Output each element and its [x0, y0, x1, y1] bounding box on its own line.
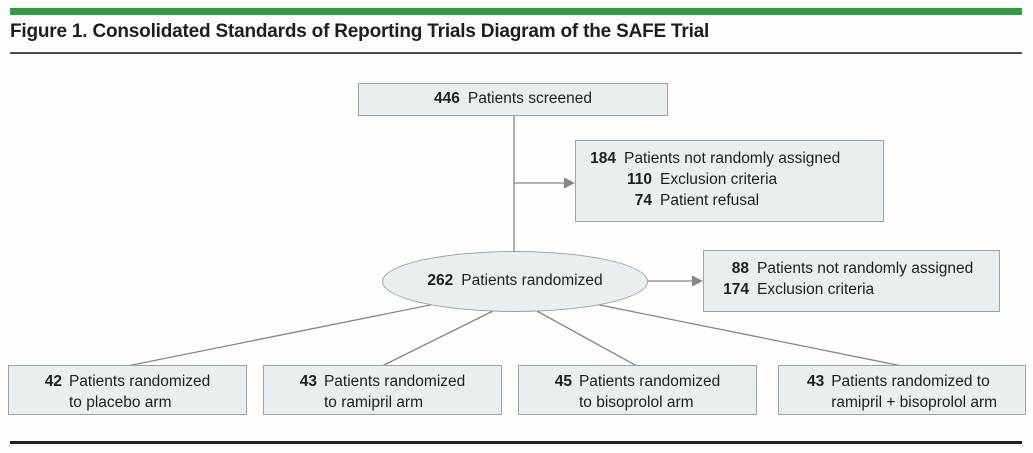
- arrowhead-exclusions-1-icon: [564, 177, 575, 189]
- exclusion-label: Exclusion criteria: [660, 170, 778, 188]
- exclusion-row: 74 Patient refusal: [576, 191, 883, 212]
- exclusion-count: 88: [731, 260, 749, 277]
- node-not-randomized-1: 184 Patients not randomly assigned 110 E…: [575, 140, 884, 222]
- exclusion-row: 174 Exclusion criteria: [704, 280, 999, 301]
- exclusion-count: 74: [634, 191, 652, 209]
- node-not-randomized-2: 88 Patients not randomly assigned 174 Ex…: [703, 250, 1000, 312]
- exclusion-label: Exclusion criteria: [757, 280, 875, 298]
- exclusion-label: Patient refusal: [660, 191, 760, 209]
- randomized-count: 262: [427, 272, 454, 290]
- exclusion-count: 184: [590, 150, 616, 167]
- randomized-label: Patients randomized: [461, 272, 603, 290]
- screened-label: Patients screened: [467, 90, 592, 108]
- line-randomized-to-combo: [574, 299, 903, 367]
- arm-label: Patients randomized to ramipril arm: [323, 373, 466, 411]
- exclusion-label: Patients not randomly assigned: [624, 150, 841, 167]
- arm-label: Patients randomized to placebo arm: [68, 373, 211, 411]
- screened-count: 446: [434, 90, 460, 108]
- arm-count: 43: [299, 373, 317, 390]
- node-arm-placebo: 42 Patients randomized to placebo arm: [8, 365, 247, 415]
- arrowhead-exclusions-2-icon: [692, 275, 703, 287]
- figure-accent-bar: [10, 8, 1022, 15]
- node-arm-ramipril: 43 Patients randomized to ramipril arm: [263, 365, 502, 415]
- line-randomized-to-placebo: [126, 299, 456, 367]
- exclusion-count: 110: [626, 170, 652, 188]
- arm-label: Patients randomized to ramipril + bisopr…: [831, 373, 998, 411]
- bottom-rule: [10, 441, 1022, 444]
- node-patients-screened: 446 Patients screened: [358, 83, 668, 116]
- node-arm-ramipril-bisoprolol: 43 Patients randomized to ramipril + bis…: [778, 365, 1026, 415]
- arm-count: 42: [44, 373, 62, 390]
- arm-label: Patients randomized to bisoprolol arm: [578, 373, 721, 411]
- exclusion-row: 184 Patients not randomly assigned: [576, 149, 883, 170]
- exclusion-row: 88 Patients not randomly assigned: [704, 259, 999, 280]
- title-rule: [10, 52, 1022, 54]
- arm-count: 43: [806, 373, 825, 390]
- node-patients-randomized: 262 Patients randomized: [382, 251, 648, 312]
- figure-title: Figure 1. Consolidated Standards of Repo…: [10, 21, 710, 42]
- exclusion-row: 110 Exclusion criteria: [576, 170, 883, 191]
- exclusion-label: Patients not randomly assigned: [757, 260, 974, 277]
- line-randomized-to-bisoprolol: [534, 309, 638, 367]
- node-arm-bisoprolol: 45 Patients randomized to bisoprolol arm: [518, 365, 757, 415]
- line-randomized-to-ramipril: [381, 309, 496, 367]
- exclusion-count: 174: [723, 280, 749, 298]
- arm-count: 45: [554, 373, 572, 390]
